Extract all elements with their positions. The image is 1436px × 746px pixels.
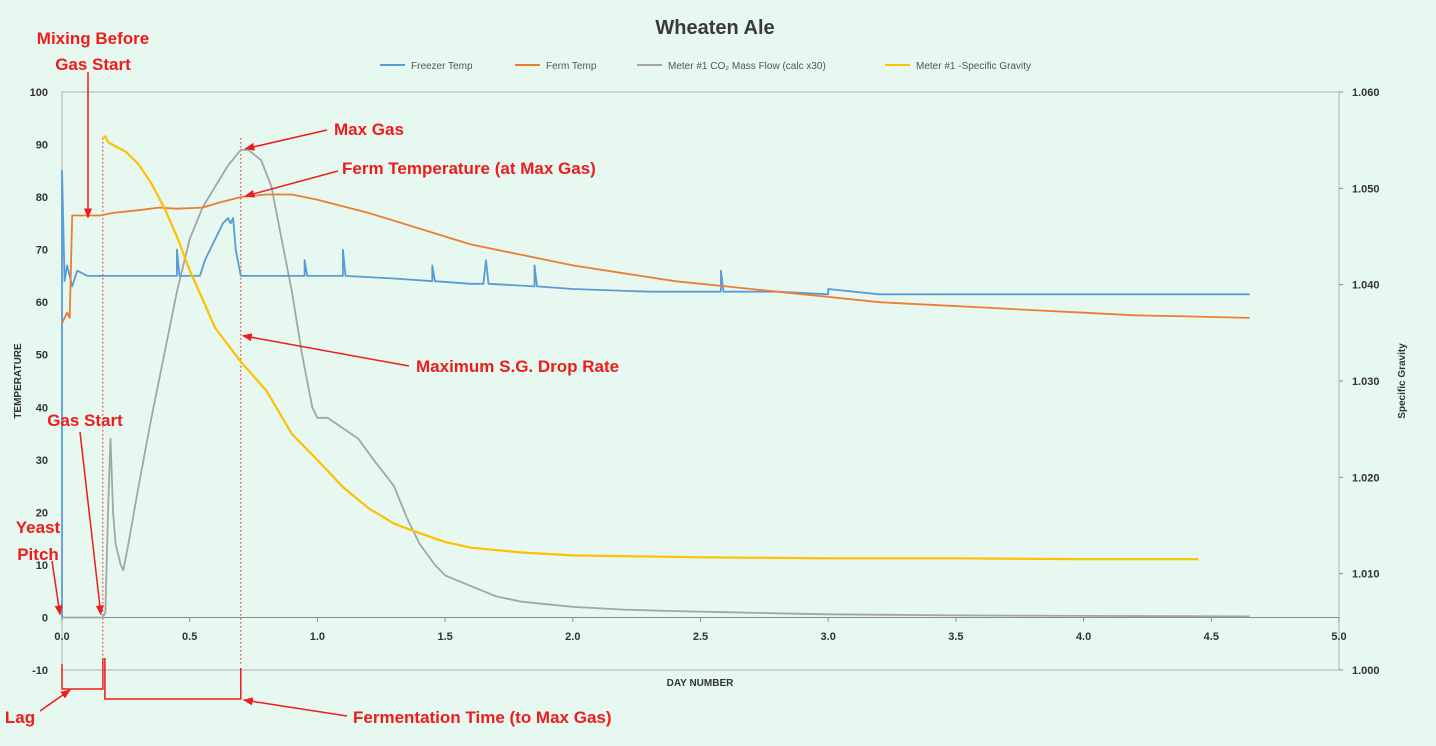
y-axis-label: TEMPERATURE	[13, 343, 24, 419]
arrow-yeast-pitch	[51, 560, 63, 616]
series-line-3	[102, 135, 1199, 561]
series-line-1	[61, 193, 1250, 324]
y-tick-label-10: 90	[36, 140, 48, 152]
y-tick-label-11: 100	[30, 87, 48, 99]
legend-label-2: Meter #1 CO₂ Mass Flow (calc x30)	[668, 61, 826, 72]
annotation-ferm-time: Fermentation Time (to Max Gas)	[353, 708, 612, 727]
series-line-0	[61, 169, 1250, 618]
y2-tick-label-4: 1.040	[1352, 280, 1380, 292]
annotation-max-sg: Maximum S.G. Drop Rate	[416, 357, 619, 376]
y2-tick-label-5: 1.050	[1352, 183, 1380, 195]
y-tick-label-2: 10	[36, 560, 48, 572]
x-tick-label-3: 1.5	[437, 631, 452, 643]
y-tick-label-3: 20	[36, 507, 48, 519]
x-tick-label-6: 3.0	[821, 631, 836, 643]
arrow-max-gas	[244, 129, 328, 151]
arrow-ferm-temp	[244, 170, 339, 198]
annotation-max-gas: Max Gas	[334, 120, 404, 139]
x-tick-label-5: 2.5	[693, 631, 708, 643]
y2-tick-label-0: 1.000	[1352, 665, 1380, 677]
chart-title: Wheaten Ale	[655, 17, 774, 39]
legend-label-1: Ferm Temp	[546, 61, 597, 72]
x-tick-label-1: 0.5	[182, 631, 197, 643]
x-tick-label-4: 2.0	[565, 631, 580, 643]
arrow-max-sg	[241, 333, 410, 367]
x-tick-label-7: 3.5	[948, 631, 963, 643]
x-tick-label-10: 5.0	[1331, 631, 1346, 643]
y-axis-ticks: -10 0 10 20 30 40 50 60 70 80 90 100	[30, 87, 48, 677]
y-tick-label-4: 30	[36, 455, 48, 467]
y2-axis-label: Specific Gravity	[1397, 343, 1408, 419]
y2-tick-label-3: 1.030	[1352, 376, 1380, 388]
y-tick-label-0: -10	[32, 665, 48, 677]
y2-tick-label-2: 1.020	[1352, 472, 1380, 484]
x-axis-label: DAY NUMBER	[667, 678, 734, 689]
y2-tick-label-6: 1.060	[1352, 87, 1380, 99]
arrow-ferm-time	[242, 697, 348, 717]
arrow-gas-start	[79, 431, 104, 616]
plot-area	[61, 91, 1340, 671]
y-tick-label-6: 50	[36, 350, 48, 362]
legend-label-3: Meter #1 -Specific Gravity	[916, 61, 1031, 72]
legend: Freezer Temp Ferm Temp Meter #1 CO₂ Mass F…	[380, 61, 1031, 72]
series-line-2	[62, 148, 1250, 619]
y-tick-label-9: 80	[36, 192, 48, 204]
y-tick-label-1: 0	[42, 612, 48, 624]
x-tick-label-8: 4.0	[1076, 631, 1091, 643]
annotation-yeast-pitch: Yeast Pitch	[16, 518, 61, 564]
legend-label-0: Freezer Temp	[411, 61, 473, 72]
x-axis-ticks: 0.0 0.5 1.0 1.5 2.0 2.5 3.0 3.5 4.0 4.5 5.0	[54, 617, 1347, 643]
y-tick-label-5: 40	[36, 402, 48, 414]
y2-tick-label-1: 1.010	[1352, 569, 1380, 581]
series-layer	[61, 135, 1250, 619]
y-tick-label-8: 70	[36, 245, 48, 257]
annotation-gas-start: Gas Start	[47, 411, 123, 430]
y-tick-label-7: 60	[36, 297, 48, 309]
annotations: Mixing Before Gas Start Max Gas Ferm Temper…	[5, 29, 619, 727]
x-tick-label-9: 4.5	[1204, 631, 1219, 643]
ferm-time-bracket	[104, 658, 242, 700]
x-tick-label-2: 1.0	[310, 631, 325, 643]
arrow-lag	[39, 689, 71, 712]
annotation-lag: Lag	[5, 708, 35, 727]
x-tick-label-0: 0.0	[54, 631, 69, 643]
y2-axis-ticks: 1.000 1.010 1.020 1.030 1.040 1.050 1.060	[1339, 87, 1380, 677]
lag-bracket	[61, 658, 104, 690]
reference-lines	[102, 138, 242, 664]
annotation-ferm-temp: Ferm Temperature (at Max Gas)	[342, 159, 596, 178]
annotation-mixing: Mixing Before Gas Start	[37, 29, 149, 74]
